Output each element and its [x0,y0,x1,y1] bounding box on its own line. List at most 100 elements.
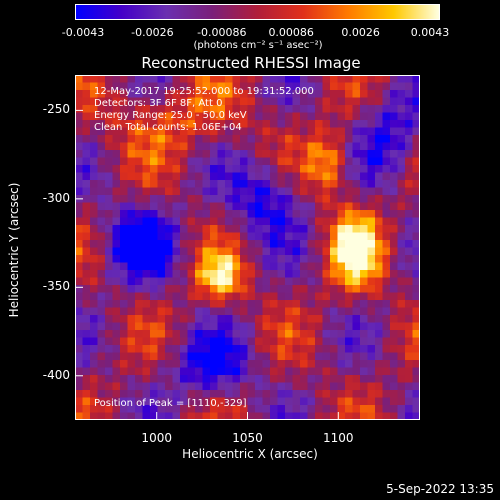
heatmap-cell [322,247,331,256]
annotation-time: 12-May-2017 19:25:52.000 to 19:31:52.000 [94,86,314,97]
heatmap-cell [255,202,263,211]
heatmap-cell [397,240,406,248]
heatmap-cell [345,345,353,353]
heatmap-cell [270,150,278,158]
heatmap-cell [180,75,188,83]
heatmap-cell [322,120,331,128]
heatmap-cell [390,90,398,98]
heatmap-cell [390,165,398,173]
heatmap-cell [270,165,278,173]
heatmap-cell [262,330,271,338]
heatmap-cell [330,240,338,248]
heatmap-cell [120,247,128,256]
heatmap-cell [232,315,241,323]
heatmap-cell [270,375,278,383]
heatmap-cell [97,352,106,361]
heatmap-cell [367,307,376,316]
heatmap-cell [337,322,346,331]
heatmap-cell [315,135,323,143]
heatmap-cell [390,247,398,256]
heatmap-cell [105,307,113,316]
heatmap-cell [90,90,98,98]
x-tick-label: 1000 [141,431,172,445]
heatmap-cell [277,277,286,286]
heatmap-cell [277,375,286,383]
heatmap-cell [202,307,211,316]
heatmap-cell [105,270,113,278]
heatmap-cell [210,82,218,91]
heatmap-cell [352,315,361,323]
heatmap-cell [352,247,361,256]
heatmap-cell [202,255,211,263]
heatmap-cell [97,315,106,323]
heatmap-cell [187,120,196,128]
heatmap-cell [330,127,338,136]
heatmap-cell [240,397,248,406]
heatmap-cell [367,187,376,196]
heatmap-cell [105,150,113,158]
heatmap-cell [315,120,323,128]
heatmap-cell [337,262,346,271]
heatmap-cell [397,345,406,353]
heatmap-cell [112,397,121,406]
heatmap-cell [247,382,256,391]
heatmap-cell [187,187,196,196]
heatmap-cell [210,105,218,113]
heatmap-cell [150,352,158,361]
heatmap-cell [315,202,323,211]
heatmap-cell [300,360,308,368]
heatmap-cell [217,75,226,83]
heatmap-cell [157,397,166,406]
heatmap-cell [375,97,383,106]
heatmap-cell [150,315,158,323]
heatmap-cell [360,157,368,166]
heatmap-cell [90,337,98,346]
heatmap-cell [142,142,151,151]
heatmap-cell [255,225,263,233]
heatmap-cell [225,292,233,301]
heatmap-cell [105,165,113,173]
heatmap-cell [232,240,241,248]
heatmap-cell [187,157,196,166]
heatmap-cell [382,172,391,181]
heatmap-cell [180,120,188,128]
heatmap-cell [382,300,391,308]
heatmap-cell [405,322,413,331]
heatmap-cell [382,180,391,188]
heatmap-cell [337,247,346,256]
heatmap-cell [97,247,106,256]
heatmap-cell [97,367,106,376]
heatmap-cell [150,322,158,331]
heatmap-cell [135,157,143,166]
heatmap-cell [210,172,218,181]
heatmap-cell [112,82,121,91]
heatmap-cell [262,277,271,286]
heatmap-cell [307,247,316,256]
heatmap-cell [382,82,391,91]
heatmap-cell [322,112,331,121]
heatmap-cell [255,165,263,173]
heatmap-cell [225,330,233,338]
heatmap-cell [300,345,308,353]
heatmap-cell [412,142,420,151]
heatmap-cell [225,390,233,398]
heatmap-cell [105,345,113,353]
heatmap-cell [97,105,106,113]
heatmap-cell [105,105,113,113]
heatmap-cell [135,262,143,271]
heatmap-cell [322,352,331,361]
heatmap-cell [262,112,271,121]
heatmap-cell [240,82,248,91]
heatmap-cell [262,270,271,278]
heatmap-cell [367,210,376,218]
heatmap-cell [157,285,166,293]
heatmap-cell [75,285,83,293]
heatmap-cell [262,390,271,398]
heatmap-cell [112,135,121,143]
heatmap-cell [202,142,211,151]
heatmap-cell [270,82,278,91]
heatmap-cell [397,405,406,413]
heatmap-cell [135,90,143,98]
heatmap-cell [195,202,203,211]
heatmap-cell [255,187,263,196]
